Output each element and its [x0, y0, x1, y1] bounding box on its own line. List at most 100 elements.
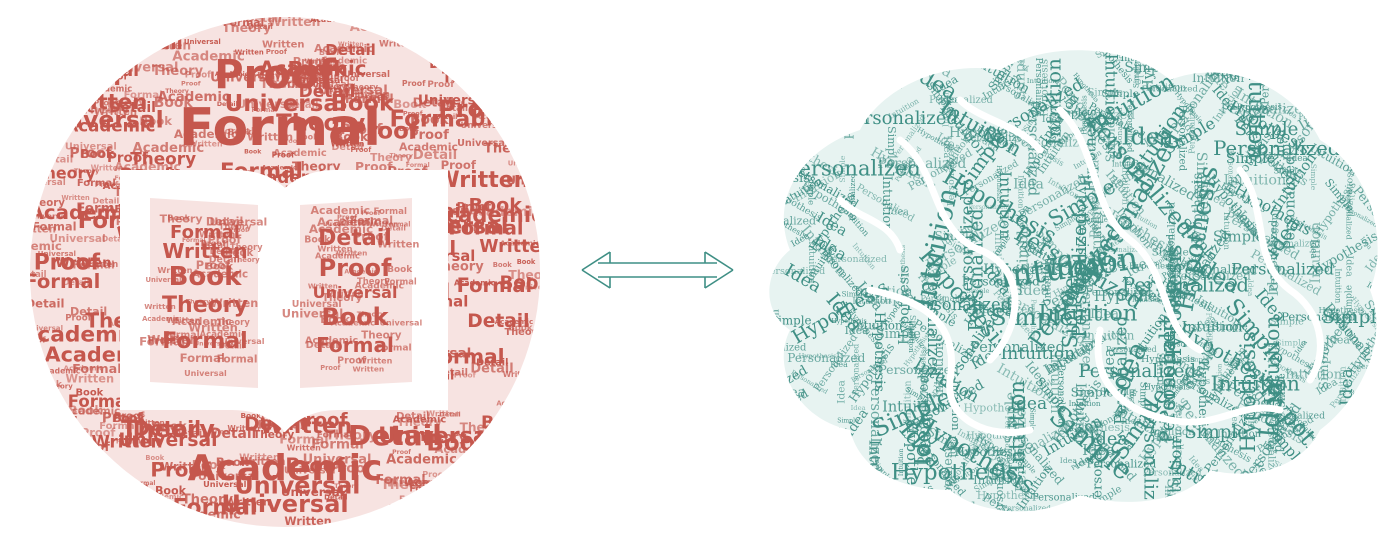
- cloud-word: Universal: [519, 282, 558, 291]
- cloud-word: Simple: [1278, 510, 1310, 521]
- cloud-word: Simple: [1087, 87, 1122, 98]
- cloud-word: Simple: [1349, 467, 1389, 510]
- cloud-word: Academic: [393, 415, 447, 426]
- cloud-word: Formal: [77, 178, 116, 189]
- cloud-word: Formal: [376, 344, 411, 354]
- cloud-word: Proof: [353, 230, 390, 244]
- cloud-word: Intuition: [1150, 426, 1195, 438]
- cloud-word: Simple: [1212, 322, 1247, 333]
- cloud-word: Universal: [65, 141, 117, 152]
- cloud-word: Written: [9, 59, 56, 72]
- cloud-word: Formal: [124, 90, 163, 101]
- cloud-word: Academic: [39, 43, 88, 53]
- cloud-word: Intuition: [1211, 372, 1300, 396]
- cloud-word: Written: [421, 488, 454, 497]
- cloud-word: Universal: [28, 211, 68, 220]
- cloud-word: Simple: [1276, 339, 1306, 349]
- cloud-word: Universal: [457, 138, 508, 149]
- cloud-word: Formal: [363, 519, 395, 529]
- cloud-word: Idea: [940, 96, 960, 106]
- cloud-word: Universal: [472, 9, 543, 24]
- cloud-word: Detail: [339, 218, 370, 229]
- cloud-word: Book: [224, 247, 254, 259]
- cloud-word: Detail: [319, 62, 342, 70]
- cloud-word: Formal: [72, 258, 114, 271]
- cloud-word: Detail: [109, 100, 156, 116]
- cloud-word: Simple: [842, 289, 867, 298]
- cloud-word: Idea: [1082, 442, 1115, 459]
- cloud-word: Academic: [315, 251, 360, 261]
- cloud-word: Hypothesis: [954, 445, 1023, 459]
- cloud-word: Simple: [839, 118, 862, 126]
- cloud-word: Written: [91, 432, 162, 451]
- cloud-word: Intuition: [840, 76, 902, 92]
- cloud-word: Personalized: [1354, 399, 1389, 444]
- cloud-word: Formal: [15, 96, 62, 110]
- cloud-word: Personalized: [993, 449, 1006, 521]
- cloud-word: Universal: [313, 283, 398, 302]
- cloud-word: Proof: [69, 146, 112, 162]
- right-word-cloud: Personalized Idea Intuition Personalized Int…: [741, 45, 1400, 539]
- cloud-word: Intuition: [1182, 320, 1243, 336]
- cloud-word: Intuition: [866, 440, 884, 507]
- cloud-word: Academic: [494, 89, 568, 105]
- cloud-word: Theory: [219, 221, 252, 231]
- cloud-word: Detail: [209, 255, 240, 266]
- cloud-word: Written: [61, 194, 90, 202]
- cloud-word: Simple: [1351, 45, 1400, 84]
- cloud-word: Written: [331, 140, 365, 149]
- cloud-word: Hypothesis: [1336, 492, 1345, 533]
- cloud-word: Formal: [219, 127, 254, 137]
- cloud-word: Formal: [162, 329, 247, 354]
- cloud-word: Proof: [427, 80, 454, 90]
- cloud-word: Formal: [182, 237, 206, 244]
- cloud-word: Simple: [789, 455, 811, 479]
- cloud-word: Personalized: [1345, 157, 1356, 217]
- cloud-word: Theory: [442, 69, 499, 86]
- cloud-word: Detail: [210, 247, 236, 256]
- cloud-word: Proof: [441, 158, 477, 172]
- cloud-word: Hypothesis: [1094, 288, 1176, 305]
- cloud-word: Theory: [186, 298, 210, 305]
- cloud-word: Proof: [93, 97, 118, 107]
- cloud-word: Academic: [406, 475, 470, 489]
- cloud-word: Academic: [174, 127, 238, 141]
- cloud-word: Academic: [495, 317, 534, 326]
- cloud-word: Proof: [35, 487, 78, 503]
- cloud-word: Idea: [887, 206, 909, 217]
- cloud-word: Formal: [373, 207, 407, 217]
- cloud-word: Hypothesis: [741, 469, 796, 539]
- cloud-word: Academic: [399, 140, 458, 153]
- cloud-word: Personalized: [764, 266, 825, 277]
- cloud-word: Written: [225, 496, 270, 509]
- cloud-word: Written: [55, 256, 111, 271]
- cloud-word: Book: [23, 22, 45, 31]
- cloud-word: Detail: [92, 197, 119, 206]
- cloud-word: Academic: [87, 84, 132, 94]
- cloud-word: Proof: [229, 227, 248, 234]
- cloud-word: Book: [508, 324, 532, 334]
- cloud-word: Detail: [306, 340, 339, 351]
- cloud-word: Formal: [345, 91, 394, 106]
- cloud-word: Book: [393, 97, 427, 111]
- cloud-word: Book: [228, 128, 252, 138]
- cloud-word: Universal: [395, 506, 464, 521]
- cloud-word: Universal: [221, 336, 265, 346]
- cloud-word: Simple: [1185, 355, 1209, 363]
- cloud-word: Detail: [210, 426, 256, 442]
- cloud-word: Detail: [429, 56, 476, 72]
- cloud-word: Proof: [457, 200, 492, 213]
- cloud-word: Intuition: [902, 380, 913, 422]
- cloud-word: Idea: [1229, 407, 1239, 428]
- cloud-word: Intuition: [1224, 173, 1287, 189]
- cloud-word: Simple: [837, 417, 859, 424]
- cloud-word: Idea: [1126, 388, 1136, 407]
- cloud-word: Book: [139, 114, 172, 128]
- cloud-word: Written: [477, 448, 528, 462]
- cloud-word: Personalized: [924, 271, 943, 377]
- cloud-word: Intuition: [1146, 83, 1186, 94]
- cloud-word: Universal: [49, 232, 105, 245]
- cloud-word: Written: [262, 40, 305, 51]
- cloud-word: Intuition: [1192, 71, 1245, 85]
- cloud-word: Written: [358, 356, 393, 365]
